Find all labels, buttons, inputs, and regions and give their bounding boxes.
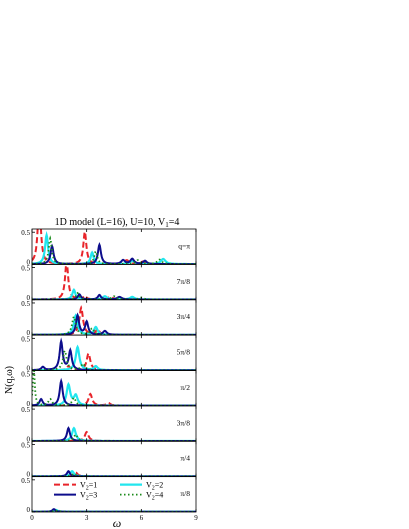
x-tick-label: 3	[85, 514, 89, 522]
panel-q-label: π/8	[180, 489, 190, 498]
y-tick-label: 0.5	[21, 335, 30, 343]
series-line	[32, 337, 196, 371]
legend-item: V2=1	[54, 481, 97, 492]
panel: 0 0.5 5π/8	[21, 334, 197, 373]
x-tick-label: 0	[30, 514, 34, 522]
panel-q-label: 7π/8	[177, 277, 191, 286]
series-line	[32, 242, 196, 265]
y-tick-label: 0	[27, 329, 31, 337]
panel-frame	[31, 299, 197, 336]
panel-stack: 00.5q=π00.57π/800.53π/400.55π/800.5π/200…	[21, 228, 198, 522]
series-line	[32, 370, 196, 406]
panel: 0 0.5 7π/8	[21, 263, 197, 302]
panel: 0 0.5 π/4	[21, 440, 197, 479]
panel-series	[32, 264, 196, 300]
panel-frame	[31, 405, 197, 442]
panel-q-label: 3π/8	[177, 418, 191, 427]
y-tick-label: 0	[27, 435, 31, 443]
series-line	[32, 313, 196, 336]
legend: V2=1 V2=2 V2=3 V2=4	[54, 481, 163, 502]
panel: 0 0.5 π/2	[21, 370, 197, 408]
panel-frame	[31, 476, 197, 513]
y-tick-label: 0	[27, 400, 31, 408]
y-tick-label: 0.5	[21, 406, 30, 414]
panel: 0 0.5 3π/8	[21, 405, 197, 443]
panel-q-label: q=π	[178, 241, 190, 250]
panel-series	[32, 508, 196, 512]
panel-series	[32, 229, 196, 265]
panel-q-label: 5π/8	[177, 348, 191, 357]
panel-q-label: π/2	[180, 383, 190, 392]
panel-frame	[31, 263, 197, 301]
panel: 0 0.5 q=π	[21, 228, 197, 266]
x-tick-label: 9	[194, 514, 198, 522]
panel-frame	[31, 228, 197, 265]
panel-series	[32, 337, 196, 371]
y-tick-label: 0	[27, 471, 31, 479]
chart-title-tail: =4	[169, 217, 180, 228]
x-tick-label: 6	[140, 514, 144, 522]
y-axis-label: N(q,ω)	[4, 366, 15, 394]
legend-label: V2=3	[80, 491, 97, 502]
series-line	[32, 305, 196, 336]
series-line	[32, 229, 196, 265]
series-line	[32, 430, 196, 442]
y-tick-label: 0	[27, 294, 31, 302]
y-tick-label: 0.5	[21, 265, 30, 273]
panel-q-label: 3π/4	[177, 312, 191, 321]
chart-title-main: 1D model (L=16), U=10, V	[55, 217, 166, 228]
series-line	[32, 426, 196, 442]
legend-item: V2=2	[120, 481, 163, 492]
panel-series	[32, 426, 196, 442]
series-line	[32, 315, 196, 336]
chart-title: 1D model (L=16), U=10, V1=4	[55, 217, 180, 229]
chart-title-sub: 1	[165, 221, 169, 229]
panel: 0 0.5 3π/4	[21, 299, 197, 337]
y-tick-label: 0.5	[21, 300, 30, 308]
y-tick-label: 0.5	[21, 229, 30, 237]
legend-label: V2=1	[80, 481, 97, 492]
series-line	[32, 426, 196, 442]
panel-series	[32, 370, 196, 406]
panel: 0 0.5 π/8 0 3 6 9 V2=1 V2=2 V2=3 V2=4	[21, 476, 198, 522]
panel-series	[32, 305, 196, 336]
legend-label: V2=2	[146, 481, 163, 492]
series-line	[32, 312, 196, 336]
y-tick-label: 0	[27, 258, 31, 266]
series-line	[32, 377, 196, 406]
panel-q-label: π/4	[180, 454, 190, 463]
legend-item: V2=3	[54, 491, 97, 502]
y-tick-label: 0.5	[21, 441, 30, 449]
panel-series	[32, 469, 196, 477]
y-tick-label: 0	[27, 506, 31, 514]
series-line	[32, 235, 196, 265]
series-line	[32, 264, 196, 300]
series-line	[32, 230, 196, 265]
y-tick-label: 0.5	[21, 477, 30, 485]
series-line	[32, 351, 196, 371]
legend-item: V2=4	[120, 491, 163, 502]
x-axis-label: ω	[113, 516, 121, 529]
legend-label: V2=4	[146, 491, 163, 502]
y-tick-label: 0	[27, 365, 31, 373]
panel-frame	[31, 440, 197, 478]
y-tick-label: 0.5	[21, 371, 30, 379]
